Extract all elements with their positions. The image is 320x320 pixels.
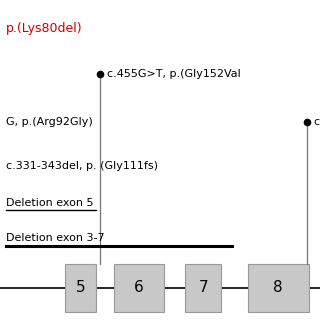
Bar	[248, 264, 309, 312]
Text: Deletion exon 3-7: Deletion exon 3-7	[5, 233, 104, 244]
Text: c: c	[313, 116, 319, 127]
Text: G, p.(Arg92Gly): G, p.(Arg92Gly)	[5, 116, 92, 127]
Text: 8: 8	[274, 281, 283, 295]
Text: c.455G>T, p.(Gly152Val: c.455G>T, p.(Gly152Val	[107, 68, 241, 79]
Text: Deletion exon 5: Deletion exon 5	[5, 198, 93, 208]
Bar	[114, 264, 164, 312]
Text: 7: 7	[198, 281, 208, 295]
Text: 5: 5	[76, 281, 85, 295]
Text: 6: 6	[134, 281, 144, 295]
Text: c.331-343del, p. (Gly111fs): c.331-343del, p. (Gly111fs)	[5, 161, 157, 172]
Bar	[65, 264, 96, 312]
Bar	[185, 264, 221, 312]
Text: p.(Lys80del): p.(Lys80del)	[5, 22, 82, 35]
